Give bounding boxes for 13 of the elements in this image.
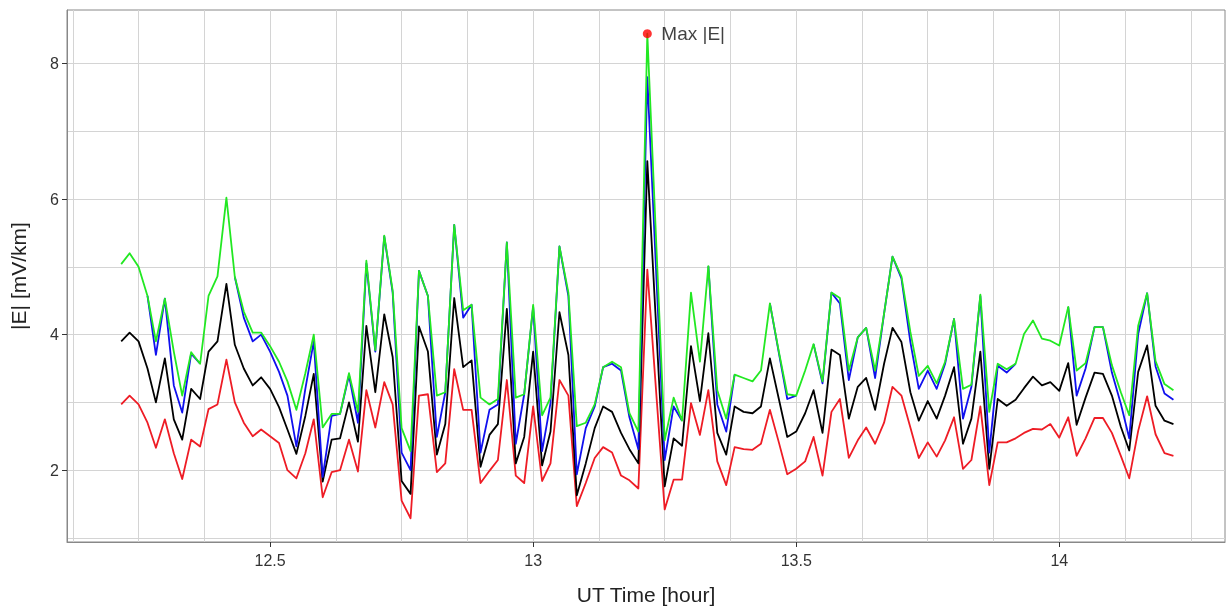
x-axis-title: UT Time [hour] <box>576 583 716 606</box>
y-tick-label: 8 <box>50 55 60 73</box>
y-tick-label: 2 <box>50 461 60 479</box>
x-tick-label: 12.5 <box>254 551 286 569</box>
line-series <box>120 160 1175 497</box>
x-tick-label: 13 <box>524 551 543 569</box>
y-tick-label: 6 <box>50 190 60 208</box>
line-series <box>120 268 1175 520</box>
y-axis-title: |E| [mV/km] <box>7 222 30 330</box>
x-tick-label: 14 <box>1050 551 1069 569</box>
y-tick-label: 4 <box>50 326 60 344</box>
annotation: Max |E| <box>661 23 726 45</box>
x-tick-label: 13.5 <box>780 551 812 569</box>
